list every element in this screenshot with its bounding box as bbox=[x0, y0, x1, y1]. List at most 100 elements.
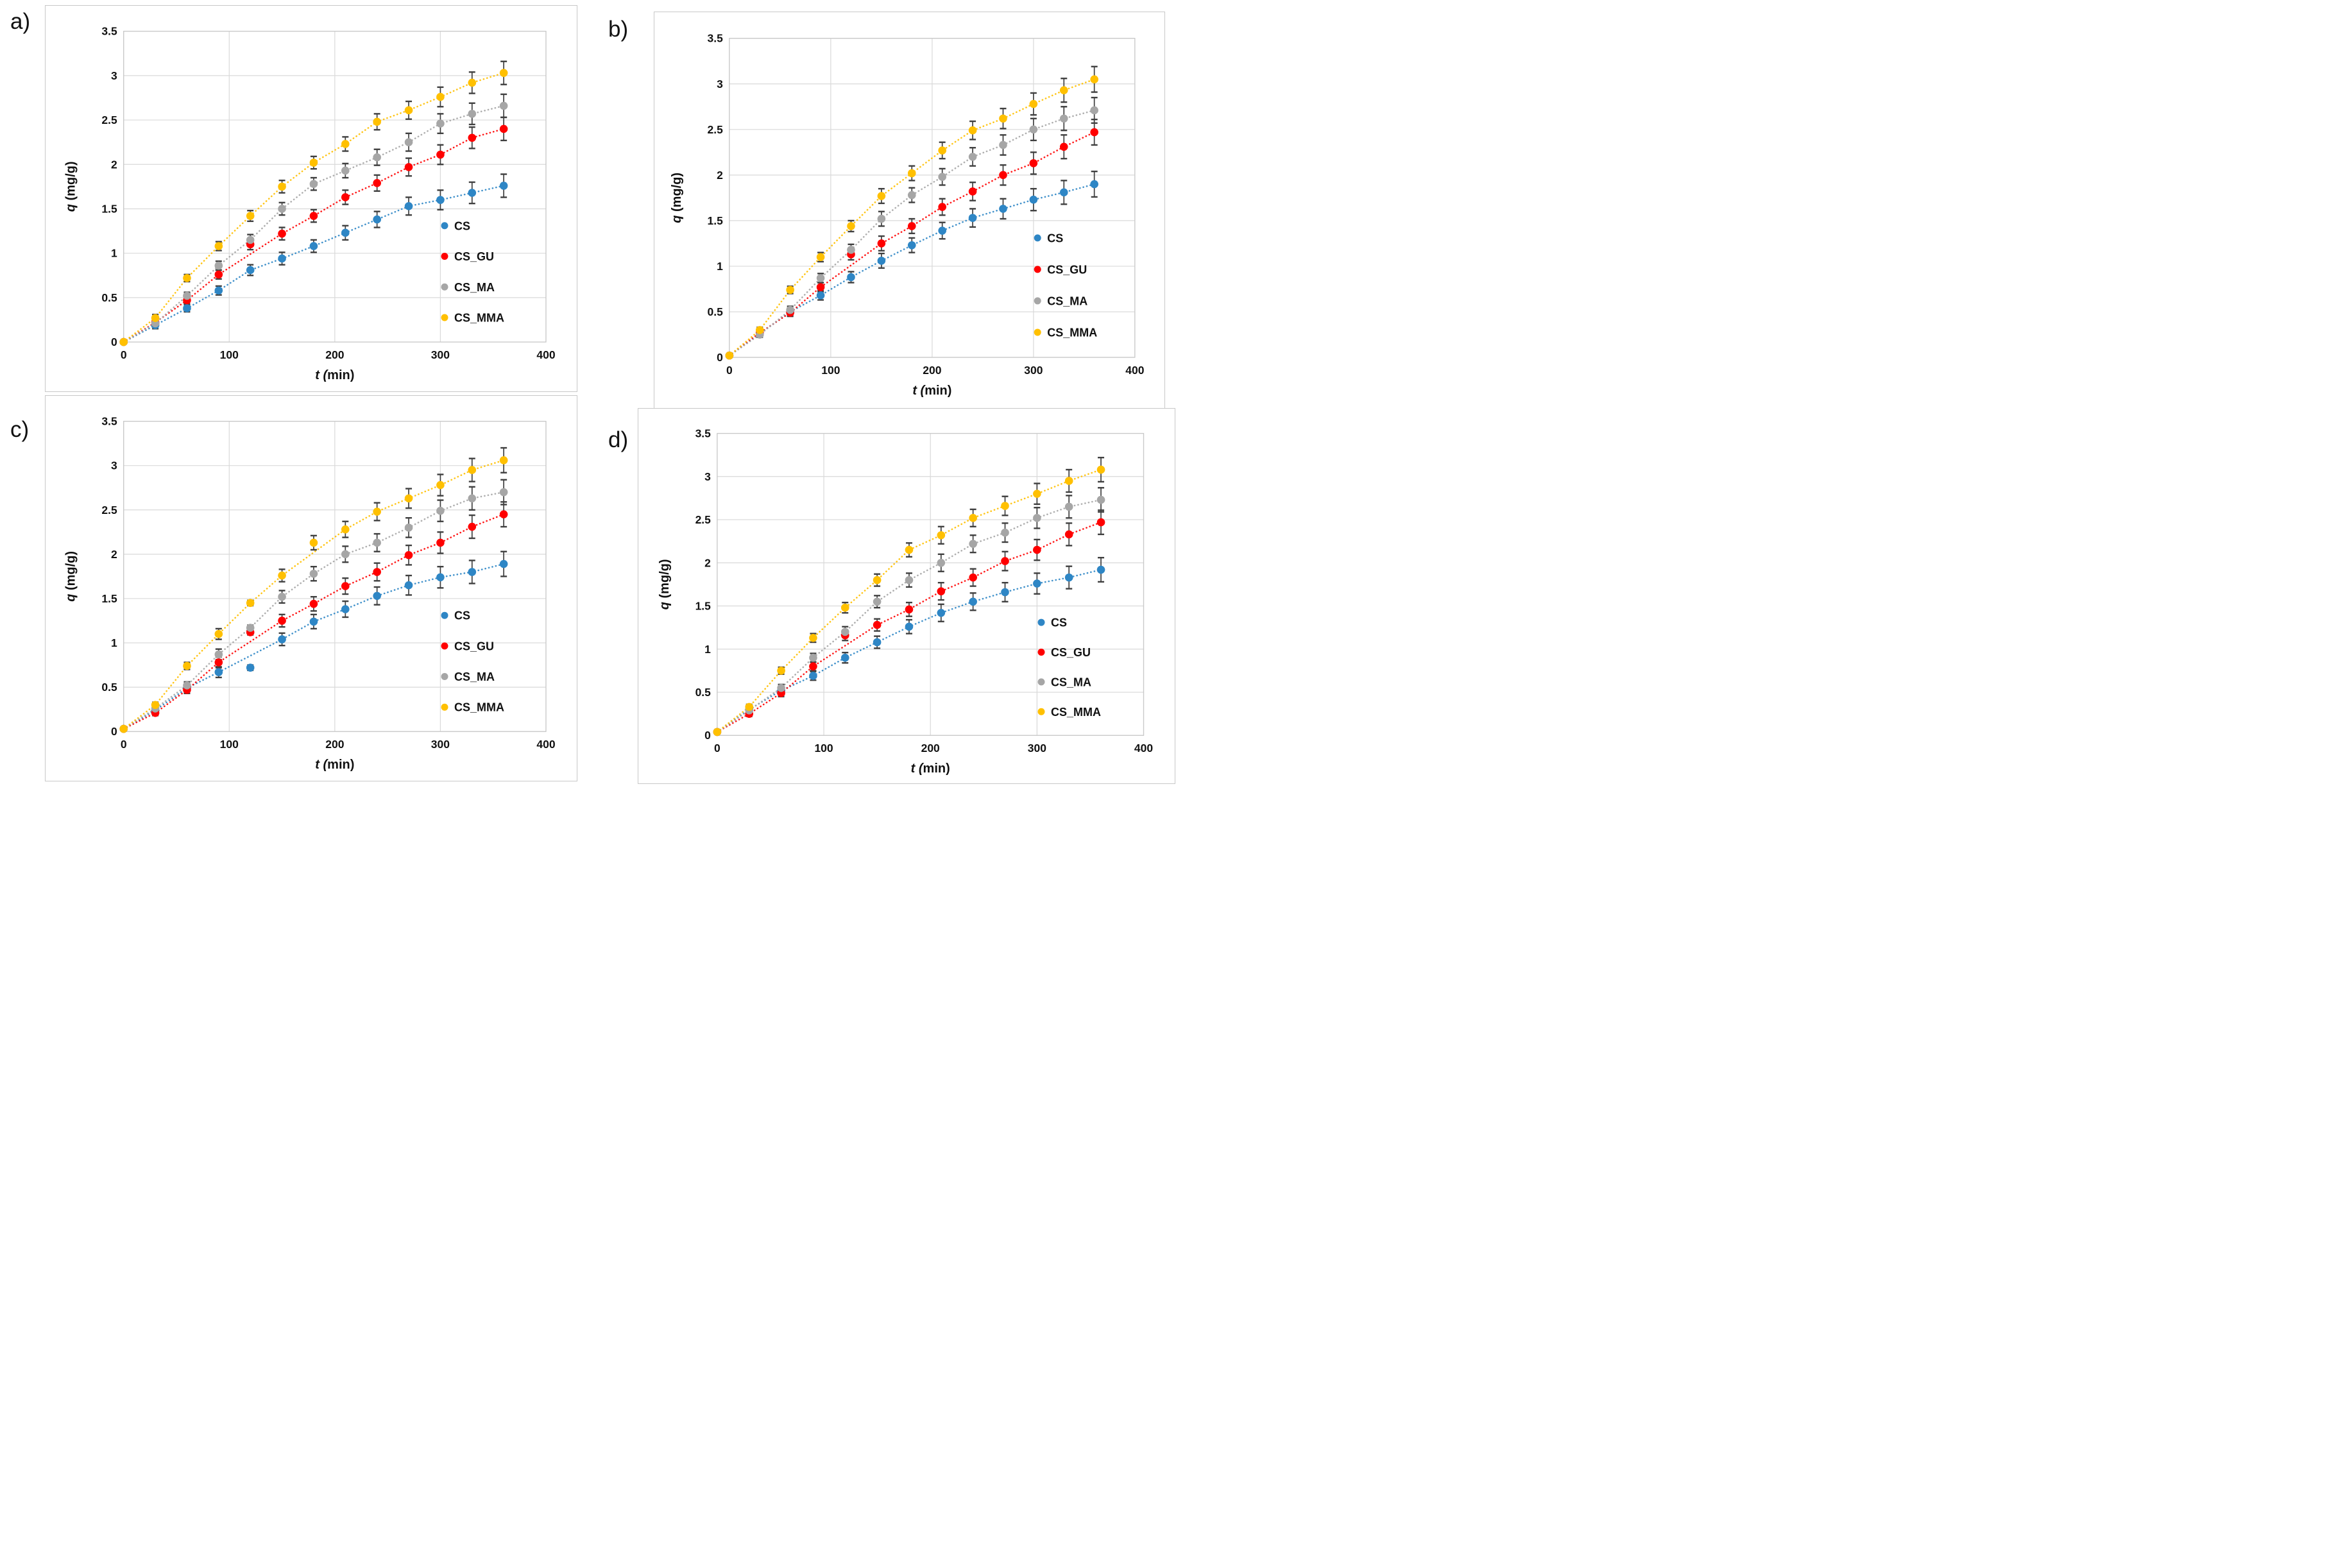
legend-marker-icon bbox=[441, 673, 448, 681]
legend-item-CS_MA: CS_MA bbox=[1034, 294, 1087, 307]
legend-item-CS_GU: CS_GU bbox=[1034, 263, 1087, 276]
svg-text:t (min): t (min) bbox=[315, 368, 354, 382]
panel-letter-d: d) bbox=[608, 427, 629, 452]
legend-item-CS_MMA: CS_MMA bbox=[1037, 706, 1101, 719]
legend-label: CS_GU bbox=[454, 250, 494, 263]
svg-text:0.5: 0.5 bbox=[695, 686, 712, 699]
legend-item-CS_MA: CS_MA bbox=[1037, 676, 1091, 688]
svg-text:300: 300 bbox=[1028, 742, 1046, 754]
svg-text:0.5: 0.5 bbox=[101, 681, 117, 694]
svg-text:t (min): t (min) bbox=[315, 758, 354, 772]
svg-text:3.5: 3.5 bbox=[695, 427, 712, 440]
svg-text:0: 0 bbox=[726, 364, 733, 377]
svg-text:q (mg/g): q (mg/g) bbox=[64, 551, 78, 602]
svg-text:1.5: 1.5 bbox=[101, 592, 117, 605]
legend-label: CS_GU bbox=[1051, 646, 1091, 659]
svg-text:3.5: 3.5 bbox=[708, 32, 724, 45]
svg-text:0: 0 bbox=[704, 729, 711, 742]
svg-text:100: 100 bbox=[814, 742, 833, 754]
chart-svg-a: 0 0.5 1 1.5 2 2.5 3 3.5 0 100 200 300 400 q (mg/g) t (… bbox=[64, 25, 556, 382]
svg-text:2.5: 2.5 bbox=[708, 123, 724, 136]
legend-marker-icon bbox=[1034, 234, 1041, 242]
legend-marker-icon bbox=[1034, 297, 1041, 305]
legend-label: CS_MMA bbox=[1051, 706, 1101, 719]
svg-text:3: 3 bbox=[717, 78, 723, 90]
legend-label: CS bbox=[1051, 617, 1067, 629]
svg-text:2: 2 bbox=[717, 169, 723, 182]
legend-label: CS_MMA bbox=[1047, 326, 1097, 339]
legend-item-CS_GU: CS_GU bbox=[441, 640, 494, 652]
svg-text:q (mg/g): q (mg/g) bbox=[64, 161, 78, 212]
legend-item-CS: CS bbox=[1037, 617, 1067, 629]
figure-canvas: a) 0 0.5 1 1.5 2 2.5 3 3.5 0 100 200 300 400 q (mg/g)… bbox=[0, 0, 1176, 784]
svg-text:0: 0 bbox=[714, 742, 720, 754]
svg-text:400: 400 bbox=[1125, 364, 1144, 377]
svg-text:0: 0 bbox=[121, 348, 127, 361]
svg-text:300: 300 bbox=[431, 738, 450, 751]
svg-text:300: 300 bbox=[1024, 364, 1043, 377]
svg-text:3.5: 3.5 bbox=[101, 415, 117, 428]
panel-letter-b: b) bbox=[608, 17, 629, 42]
legend-label: CS_GU bbox=[454, 640, 494, 652]
legend-marker-icon bbox=[441, 611, 448, 619]
svg-text:1: 1 bbox=[717, 260, 723, 273]
legend-item-CS_MMA: CS_MMA bbox=[1034, 326, 1097, 339]
svg-text:1.5: 1.5 bbox=[695, 600, 712, 613]
svg-text:0: 0 bbox=[121, 738, 127, 751]
chart-svg-c: 0 0.5 1 1.5 2 2.5 3 3.5 0 100 200 300 400 q (mg/g) t (… bbox=[64, 415, 556, 772]
legend-label: CS_MA bbox=[1047, 294, 1087, 307]
svg-text:200: 200 bbox=[325, 348, 344, 361]
svg-text:200: 200 bbox=[325, 738, 344, 751]
legend-marker-icon bbox=[1037, 678, 1045, 686]
legend-marker-icon bbox=[1037, 708, 1045, 715]
chart-box-a: 0 0.5 1 1.5 2 2.5 3 3.5 0 100 200 300 400 q (mg/g) t (… bbox=[45, 5, 577, 392]
legend-item-CS_GU: CS_GU bbox=[441, 250, 494, 263]
legend-marker-icon bbox=[441, 703, 448, 711]
svg-text:100: 100 bbox=[220, 348, 239, 361]
svg-text:100: 100 bbox=[821, 364, 840, 377]
chart-svg-d: 0 0.5 1 1.5 2 2.5 3 3.5 0 100 200 300 400 q (mg/g) t (… bbox=[658, 427, 1153, 776]
svg-text:1: 1 bbox=[704, 643, 711, 656]
legend-marker-icon bbox=[441, 283, 448, 291]
legend-item-CS_MMA: CS_MMA bbox=[441, 701, 504, 714]
chart-svg-b: 0 0.5 1 1.5 2 2.5 3 3.5 0 100 200 300 400 q (mg/g) t (… bbox=[670, 32, 1145, 398]
chart-box-d: 0 0.5 1 1.5 2 2.5 3 3.5 0 100 200 300 400 q (mg/g) t (… bbox=[638, 408, 1175, 784]
legend-label: CS_MA bbox=[454, 670, 495, 683]
svg-text:t (min): t (min) bbox=[911, 762, 950, 776]
svg-text:t (min): t (min) bbox=[912, 384, 951, 398]
svg-text:1.5: 1.5 bbox=[708, 214, 724, 227]
legend-marker-icon bbox=[441, 222, 448, 230]
chart-box-c: 0 0.5 1 1.5 2 2.5 3 3.5 0 100 200 300 400 q (mg/g) t (… bbox=[45, 395, 577, 781]
chart-box-b: 0 0.5 1 1.5 2 2.5 3 3.5 0 100 200 300 400 q (mg/g) t (… bbox=[654, 12, 1165, 409]
legend-item-CS: CS bbox=[1034, 232, 1063, 244]
svg-text:3: 3 bbox=[111, 459, 117, 472]
legend-label: CS bbox=[1047, 232, 1063, 244]
svg-text:2.5: 2.5 bbox=[101, 114, 117, 126]
svg-text:3: 3 bbox=[704, 470, 711, 483]
svg-text:0.5: 0.5 bbox=[101, 291, 117, 304]
legend-label: CS_MMA bbox=[454, 312, 504, 325]
legend-label: CS bbox=[454, 609, 470, 622]
legend-item-CS_MA: CS_MA bbox=[441, 281, 495, 294]
legend-item-CS_MMA: CS_MMA bbox=[441, 312, 504, 325]
legend-label: CS_MA bbox=[1051, 676, 1091, 688]
svg-text:2: 2 bbox=[111, 158, 117, 171]
svg-text:200: 200 bbox=[923, 364, 941, 377]
legend-item-CS: CS bbox=[441, 219, 470, 232]
svg-text:3: 3 bbox=[111, 69, 117, 82]
svg-text:1: 1 bbox=[111, 636, 117, 649]
svg-text:3.5: 3.5 bbox=[101, 25, 117, 38]
legend-label: CS_MA bbox=[454, 281, 495, 294]
legend-marker-icon bbox=[441, 642, 448, 650]
panel-letter-a: a) bbox=[10, 9, 31, 34]
svg-text:q (mg/g): q (mg/g) bbox=[670, 173, 684, 223]
svg-text:100: 100 bbox=[220, 738, 239, 751]
svg-text:1: 1 bbox=[111, 247, 117, 260]
svg-text:0: 0 bbox=[111, 336, 117, 348]
svg-text:0.5: 0.5 bbox=[708, 305, 724, 318]
legend-item-CS_MA: CS_MA bbox=[441, 670, 495, 683]
legend-marker-icon bbox=[1037, 618, 1045, 626]
svg-text:2.5: 2.5 bbox=[695, 513, 712, 526]
legend-item-CS: CS bbox=[441, 609, 470, 622]
svg-text:300: 300 bbox=[431, 348, 450, 361]
